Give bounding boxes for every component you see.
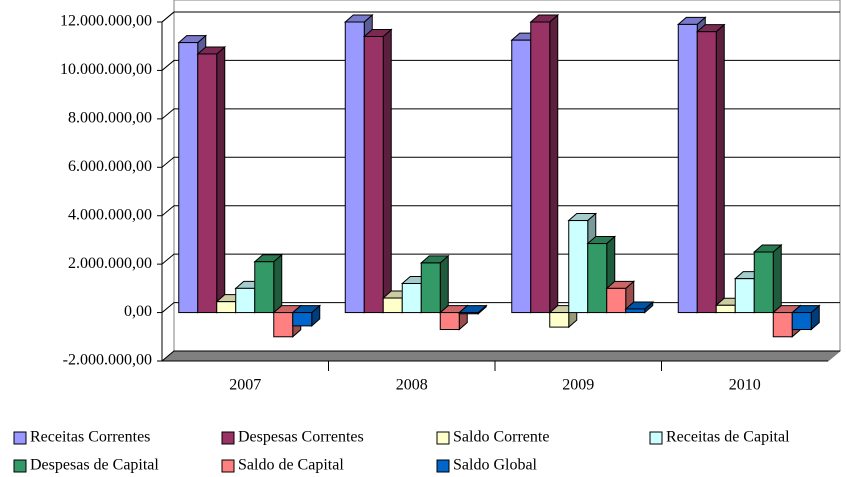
legend-label: Receitas Correntes [30,429,150,446]
legend-swatch [436,459,450,473]
bar-front [511,39,532,314]
legend-label: Saldo Corrente [453,429,549,446]
bar-side [549,13,559,314]
bar [529,13,560,314]
legend-swatch [221,431,235,445]
bar-front [344,21,365,314]
bar-side [216,45,226,314]
y-tick-label: 4.000.000,00 [68,206,152,223]
bar [457,304,488,315]
bar-side [715,23,725,314]
bar-front [439,312,460,331]
y-axis-back [161,11,175,23]
bar-side [273,253,283,314]
floor [160,350,842,362]
bar-side [772,243,782,314]
bar-front [677,23,698,314]
bar-front [363,36,384,314]
bar-front [235,287,256,314]
bar-front [715,304,736,314]
grid-line [161,59,840,71]
bar [624,300,655,314]
bar-front [254,261,275,314]
bar-side [382,28,392,314]
legend-label: Saldo de Capital [238,457,344,474]
bar-front [273,312,294,338]
y-tick-label: 10.000.000,00 [60,61,152,78]
bar-front [791,312,812,331]
bar-side [439,254,449,314]
bar-front [530,21,551,314]
y-tick-label: 2.000.000,00 [68,255,152,272]
y-tick-label: 6.000.000,00 [68,158,152,175]
bar [695,23,726,314]
bar-front [458,312,479,315]
legend-label: Saldo Global [453,457,538,474]
x-tick-label: 2007 [229,377,261,394]
grid-line [161,253,840,265]
bar [419,254,450,314]
legend-label: Despesas Correntes [238,429,364,446]
bar [752,243,783,314]
bar-front [549,312,570,328]
legend-swatch [436,431,450,445]
bar-front [568,220,589,314]
legend-label: Receitas de Capital [666,429,790,446]
legend-swatch [13,431,27,445]
bar-front [625,308,646,314]
back-wall [173,0,841,352]
bar-front [420,262,441,314]
bar-front [696,31,717,314]
x-tick-label: 2008 [396,377,428,394]
legend-label: Despesas de Capital [30,457,159,474]
y-tick-label: 8.000.000,00 [68,110,152,127]
bar-front [216,301,237,314]
legend-swatch [13,459,27,473]
y-tick-label: 12.000.000,00 [60,13,152,30]
y-tick-label: 0,00 [124,303,152,320]
bar [253,253,284,314]
bar-front [753,251,774,314]
bar [291,304,322,327]
bar-front [292,312,313,327]
y-tick-label: -2.000.000,00 [63,352,152,369]
x-tick-label: 2009 [562,377,594,394]
legend-swatch [221,459,235,473]
bar [196,45,227,314]
grid-line [161,205,840,217]
legend-swatch [649,431,663,445]
bar-front [382,297,403,314]
bar-front [772,312,793,338]
bar-front [178,42,199,314]
bar-front [587,243,608,314]
x-tick-label: 2010 [729,377,761,394]
grid-line [161,108,840,120]
grid-line [161,350,840,362]
bar-front [606,287,627,314]
grid-line [161,156,840,168]
bar-front [734,278,755,314]
bar-front [197,53,218,314]
bar [362,28,393,314]
bar [790,304,821,331]
bar-front [401,283,422,314]
